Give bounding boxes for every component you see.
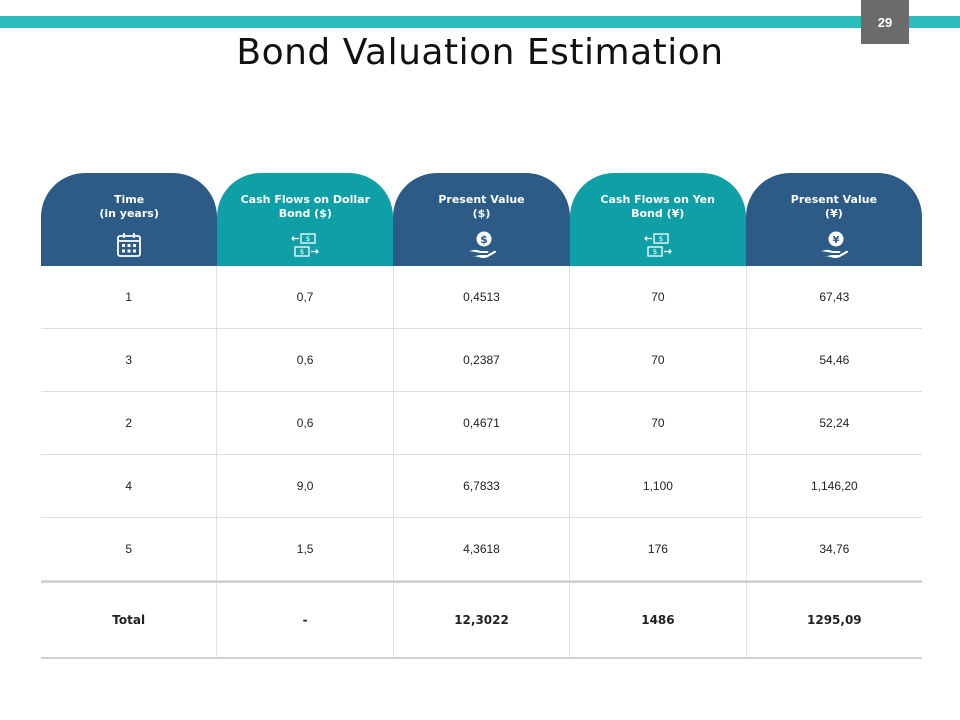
svg-text:¥: ¥ [832,235,839,246]
cell-present-value-dollar: 6,7833 [392,455,569,517]
top-accent-bar [0,16,960,28]
header-label: Time (in years) [99,193,159,220]
header-time: Time (in years) [41,173,218,266]
total-cash-flow-dollar: - [216,583,392,657]
total-label: Total [112,613,146,627]
cell-time: 3 [125,353,133,367]
yen-hand-icon: ¥ [818,229,850,261]
svg-text:$: $ [480,233,488,246]
cell-cash-flow-yen: 1,100 [569,455,745,517]
header-present-value-dollar: Present Value ($) $ [393,173,570,266]
currency-exchange-icon: $ $ [642,229,674,261]
cell-cash-flow-yen: 70 [569,266,745,328]
header-label: Present Value ($) [438,193,525,220]
cell-cash-flow-dollar: 9,0 [216,455,392,517]
cell-time: 5 [125,542,133,556]
table-row: 1 0,7 0,4513 70 67,43 [41,266,922,329]
header-cash-flows-yen: Cash Flows on Yen Bond (¥) $ $ [569,173,746,266]
dollar-hand-icon: $ [466,229,498,261]
cell-present-value-yen: 1,146,20 [745,455,922,517]
cell-present-value-yen: 54,46 [745,329,922,391]
total-present-value-dollar: 12,3022 [392,583,569,657]
cell-cash-flow-dollar: 0,6 [216,329,392,391]
table-row: 3 0,6 0,2387 70 54,46 [41,329,922,392]
svg-text:$: $ [300,248,304,256]
dollar-exchange-icon: $ $ [289,229,321,261]
header-label: Present Value (¥) [790,193,878,220]
cell-time: 1 [125,290,133,304]
table-row: 4 9,0 6,7833 1,100 1,146,20 [41,455,922,518]
total-cash-flow-yen: 1486 [569,583,745,657]
table-row: 2 0,6 0,4671 70 52,24 [41,392,922,455]
cell-present-value-dollar: 0,4671 [392,392,569,454]
calendar-icon [113,229,145,261]
cell-present-value-yen: 67,43 [745,266,922,328]
cell-cash-flow-yen: 70 [569,392,745,454]
svg-text:$: $ [652,248,656,256]
cell-cash-flow-dollar: 0,6 [216,392,392,454]
header-present-value-yen: Present Value (¥) ¥ [745,173,923,266]
table-row: 5 1,5 4,3618 176 34,76 [41,518,922,581]
cell-present-value-dollar: 0,2387 [392,329,569,391]
cell-cash-flow-yen: 70 [569,329,745,391]
page-number: 29 [861,0,909,44]
svg-text:$: $ [306,235,310,243]
table-header-row: Time (in years) Cash Flows on Dollar Bon… [41,173,923,266]
cell-present-value-yen: 52,24 [745,392,922,454]
cell-cash-flow-yen: 176 [569,518,745,580]
bond-valuation-table: Time (in years) Cash Flows on Dollar Bon… [41,173,923,659]
page-title: Bond Valuation Estimation [236,32,724,73]
cell-cash-flow-dollar: 0,7 [216,266,392,328]
table-total-row: Total - 12,3022 1486 1295,09 [41,581,922,659]
cell-cash-flow-dollar: 1,5 [216,518,392,580]
svg-text:$: $ [658,235,662,243]
total-present-value-yen: 1295,09 [745,583,922,657]
header-label: Cash Flows on Yen Bond (¥) [600,193,715,220]
cell-present-value-dollar: 0,4513 [392,266,569,328]
cell-time: 4 [125,479,133,493]
cell-present-value-yen: 34,76 [745,518,922,580]
cell-present-value-dollar: 4,3618 [392,518,569,580]
header-label: Cash Flows on Dollar Bond ($) [240,193,370,220]
header-cash-flows-dollar: Cash Flows on Dollar Bond ($) $ $ [217,173,394,266]
cell-time: 2 [125,416,133,430]
